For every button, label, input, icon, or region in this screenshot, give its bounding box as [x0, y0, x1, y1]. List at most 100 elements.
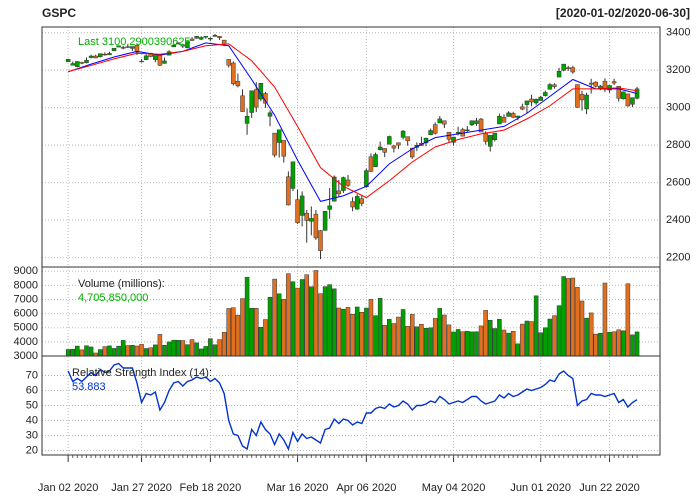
candle-body [304, 212, 309, 221]
candle-body [409, 147, 415, 158]
candle-body [400, 130, 406, 138]
volume-bar [611, 331, 617, 357]
candle-body [341, 177, 346, 191]
y-tick-label: 5000 [14, 322, 38, 334]
candle-body [111, 47, 117, 52]
y-tick-label: 8000 [14, 279, 38, 291]
candle-body [451, 136, 456, 143]
volume-bar [276, 293, 282, 357]
candle-body [515, 115, 521, 118]
volume-bar [478, 325, 484, 357]
y-tick-label: 40 [26, 414, 38, 426]
volume-bar [588, 312, 594, 357]
x-tick-label: Jan 02 2020 [38, 482, 99, 494]
candle-body [565, 67, 571, 70]
volume-bar [382, 325, 387, 357]
candle-body [533, 99, 539, 104]
volume-bar [221, 332, 227, 357]
chart-title: GSPC [42, 6, 76, 20]
y-tick-label: 2400 [666, 214, 690, 226]
candle-body [93, 55, 98, 59]
volume-bar [180, 340, 186, 357]
volume-bar [286, 273, 291, 357]
volume-bar [570, 277, 576, 357]
volume-bar [143, 348, 149, 357]
candle-body [520, 106, 525, 110]
volume-bar [621, 330, 626, 357]
volume-bar [474, 331, 479, 357]
volume-bar [75, 345, 80, 357]
volume-label: Volume (millions): [78, 278, 165, 290]
volume-bar [185, 344, 190, 357]
volume-bar [125, 345, 131, 357]
volume-bar [299, 279, 305, 357]
volume-bar [263, 319, 268, 357]
volume-bar [295, 287, 300, 357]
candle-body [130, 46, 135, 49]
candle-body [290, 161, 296, 189]
candle-body [625, 93, 631, 107]
candle-body [153, 54, 158, 60]
candle-body [501, 117, 507, 123]
candle-body [327, 205, 332, 210]
candle-body [354, 196, 360, 210]
volume-bar [368, 299, 374, 357]
y-tick-label: 2600 [666, 177, 690, 189]
volume-bar [148, 347, 153, 357]
candle-body [492, 132, 498, 140]
candle-body [423, 137, 429, 144]
candle-body [359, 198, 365, 204]
candle-body [510, 113, 516, 118]
candle-body [217, 36, 222, 38]
volume-bar [396, 316, 401, 357]
volume-bar [483, 310, 488, 357]
volume-bar [203, 346, 209, 357]
volume-bar [506, 332, 511, 357]
candle-body [98, 53, 103, 58]
volume-bar [400, 309, 406, 357]
candle-body [299, 195, 305, 216]
x-tick-label: Feb 18 2020 [179, 482, 241, 494]
candle-body [428, 130, 433, 136]
volume-bar [373, 315, 378, 357]
volume-bar [327, 284, 332, 357]
candle-body [382, 148, 387, 153]
volume-bar [460, 331, 465, 357]
volume-bar [162, 344, 167, 357]
volume-bar [561, 276, 566, 357]
volume-bar [290, 281, 296, 357]
candle-body [70, 63, 75, 66]
volume-bar [341, 308, 346, 357]
volume-bar [524, 320, 530, 357]
volume-bar [437, 308, 443, 357]
candle-body [198, 37, 204, 40]
candle-body [547, 84, 553, 90]
candle-body [529, 98, 534, 103]
candle-body [272, 132, 277, 156]
volume-bar [584, 317, 589, 357]
volume-bar [451, 331, 456, 357]
volume-bar [364, 307, 369, 357]
candle-body [469, 120, 475, 126]
volume-bar [189, 339, 195, 357]
volume-bar [409, 314, 415, 357]
candle-body [396, 142, 401, 146]
candle-body [313, 213, 319, 239]
volume-bar [630, 334, 635, 357]
candle-body [561, 63, 566, 71]
volume-bar [634, 331, 640, 357]
y-tick-label: 7000 [14, 293, 38, 305]
candle-body [474, 120, 479, 124]
candle-body [276, 129, 282, 143]
volume-bar [419, 324, 424, 357]
candle-body [162, 60, 167, 64]
candle-body [286, 176, 291, 206]
candle-body [249, 90, 254, 113]
panel-frame [41, 355, 661, 456]
candle-body [189, 38, 195, 41]
candle-body [373, 154, 378, 167]
volume-bar [547, 318, 553, 357]
volume-bar [139, 344, 144, 357]
date-range: [2020-01-02/2020-06-30] [556, 6, 690, 20]
